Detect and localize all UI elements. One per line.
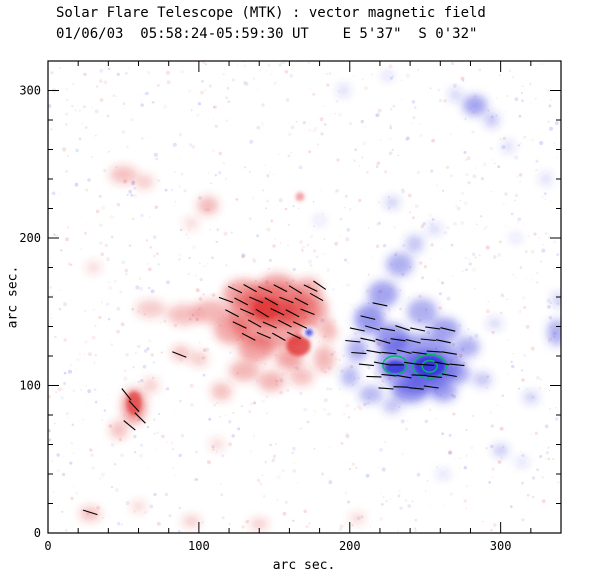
- svg-text:300: 300: [19, 84, 41, 98]
- svg-text:300: 300: [490, 539, 512, 553]
- x-axis-label: arc sec.: [272, 558, 336, 573]
- svg-text:200: 200: [339, 539, 361, 553]
- figure-subtitle: 01/06/03 05:58:24-05:59:30 UT E 5'37" S …: [56, 26, 478, 42]
- y-axis-label: arc sec.: [5, 265, 21, 329]
- svg-text:100: 100: [188, 539, 210, 553]
- svg-text:0: 0: [44, 539, 51, 553]
- svg-text:100: 100: [19, 379, 41, 393]
- svg-text:200: 200: [19, 231, 41, 245]
- svg-text:0: 0: [34, 526, 41, 540]
- figure-title: Solar Flare Telescope (MTK) : vector mag…: [56, 5, 486, 21]
